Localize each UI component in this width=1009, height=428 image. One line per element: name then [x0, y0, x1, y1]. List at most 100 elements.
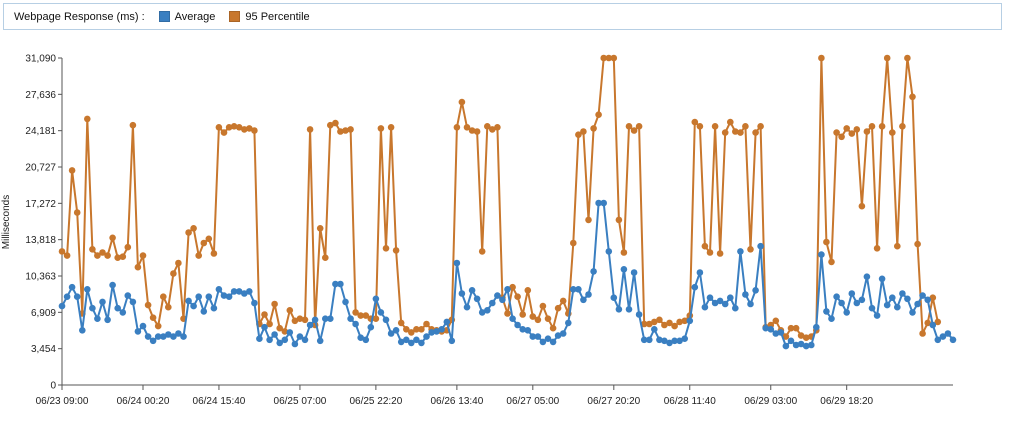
data-point[interactable] — [701, 303, 709, 311]
data-point[interactable] — [499, 296, 506, 304]
data-point[interactable] — [484, 123, 491, 130]
data-point[interactable] — [175, 259, 182, 267]
data-point[interactable] — [747, 246, 754, 253]
data-point[interactable] — [63, 252, 71, 259]
data-point[interactable] — [134, 328, 142, 335]
data-point[interactable] — [220, 129, 228, 136]
data-point[interactable] — [929, 294, 937, 302]
data-point[interactable] — [458, 290, 466, 297]
data-point[interactable] — [129, 121, 137, 129]
data-point[interactable] — [154, 322, 162, 330]
data-point[interactable] — [696, 269, 704, 276]
data-point[interactable] — [757, 242, 764, 250]
data-point[interactable] — [934, 336, 942, 344]
data-point[interactable] — [727, 294, 734, 302]
data-point[interactable] — [403, 326, 410, 333]
data-point[interactable] — [711, 123, 719, 130]
data-point[interactable] — [261, 323, 268, 331]
data-point[interactable] — [392, 327, 400, 334]
data-point[interactable] — [529, 333, 537, 340]
data-point[interactable] — [732, 304, 739, 312]
data-point[interactable] — [215, 286, 223, 293]
data-point[interactable] — [473, 128, 481, 135]
data-point[interactable] — [286, 307, 294, 314]
data-point[interactable] — [104, 316, 111, 324]
data-point[interactable] — [575, 286, 582, 293]
data-point[interactable] — [585, 216, 592, 224]
data-point[interactable] — [544, 335, 552, 343]
data-point[interactable] — [595, 199, 602, 207]
data-point[interactable] — [640, 336, 648, 344]
data-point[interactable] — [443, 318, 451, 326]
data-point[interactable] — [559, 297, 567, 305]
data-point[interactable] — [590, 268, 597, 275]
data-point[interactable] — [752, 287, 759, 294]
data-point[interactable] — [104, 252, 111, 259]
data-point[interactable] — [792, 324, 800, 332]
data-point[interactable] — [458, 98, 466, 106]
data-point[interactable] — [367, 323, 375, 331]
data-point[interactable] — [327, 315, 334, 323]
data-point[interactable] — [271, 331, 278, 338]
data-point[interactable] — [246, 288, 253, 295]
data-point[interactable] — [438, 326, 446, 333]
data-point[interactable] — [818, 54, 825, 62]
data-point[interactable] — [686, 317, 694, 325]
data-point[interactable] — [316, 225, 324, 232]
data-point[interactable] — [190, 302, 197, 310]
data-point[interactable] — [377, 309, 385, 316]
data-point[interactable] — [124, 292, 132, 299]
data-point[interactable] — [539, 338, 547, 346]
data-point[interactable] — [666, 319, 673, 327]
data-point[interactable] — [514, 293, 521, 301]
data-point[interactable] — [519, 326, 526, 333]
data-point[interactable] — [144, 301, 152, 309]
data-point[interactable] — [909, 93, 916, 101]
data-point[interactable] — [109, 234, 116, 242]
data-point[interactable] — [408, 329, 415, 336]
data-point[interactable] — [347, 315, 354, 323]
data-point[interactable] — [286, 329, 294, 336]
data-point[interactable] — [570, 239, 577, 247]
data-point[interactable] — [706, 294, 714, 302]
data-point[interactable] — [372, 315, 380, 323]
data-point[interactable] — [813, 323, 820, 331]
data-point[interactable] — [610, 294, 618, 302]
data-point[interactable] — [514, 321, 521, 329]
data-point[interactable] — [58, 248, 66, 255]
data-point[interactable] — [418, 339, 425, 347]
data-point[interactable] — [322, 254, 329, 261]
data-point[interactable] — [828, 315, 835, 323]
data-point[interactable] — [605, 54, 613, 62]
legend-item-95-percentile[interactable]: 95 Percentile — [229, 11, 310, 23]
data-point[interactable] — [544, 315, 552, 323]
data-point[interactable] — [797, 332, 805, 339]
data-point[interactable] — [327, 121, 334, 129]
data-point[interactable] — [640, 320, 648, 328]
data-point[interactable] — [180, 333, 187, 340]
data-point[interactable] — [585, 291, 592, 298]
data-point[interactable] — [711, 299, 719, 307]
data-point[interactable] — [630, 127, 638, 134]
data-point[interactable] — [468, 287, 476, 294]
data-point[interactable] — [504, 286, 511, 293]
data-point[interactable] — [742, 123, 749, 130]
data-point[interactable] — [534, 316, 542, 324]
data-point[interactable] — [838, 299, 845, 307]
data-point[interactable] — [732, 128, 739, 135]
data-point[interactable] — [210, 304, 218, 312]
data-point[interactable] — [392, 247, 400, 254]
data-point[interactable] — [291, 317, 299, 325]
data-point[interactable] — [914, 240, 921, 248]
data-point[interactable] — [727, 118, 734, 126]
data-point[interactable] — [296, 315, 304, 323]
data-point[interactable] — [418, 326, 425, 333]
data-point[interactable] — [94, 252, 101, 259]
data-point[interactable] — [924, 319, 931, 327]
data-point[interactable] — [646, 320, 653, 328]
data-point[interactable] — [590, 125, 597, 132]
data-point[interactable] — [863, 273, 871, 281]
data-point[interactable] — [478, 309, 486, 316]
data-point[interactable] — [630, 269, 638, 276]
data-point[interactable] — [200, 239, 208, 247]
